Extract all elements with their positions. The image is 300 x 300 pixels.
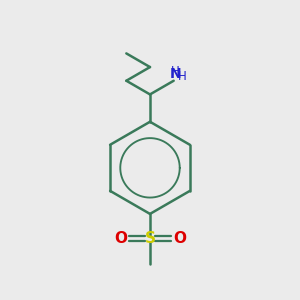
Text: H: H (178, 70, 186, 83)
Text: H: H (171, 65, 180, 78)
Text: O: O (173, 231, 186, 246)
Text: O: O (114, 231, 127, 246)
Text: N: N (170, 67, 181, 81)
Text: S: S (145, 231, 155, 246)
